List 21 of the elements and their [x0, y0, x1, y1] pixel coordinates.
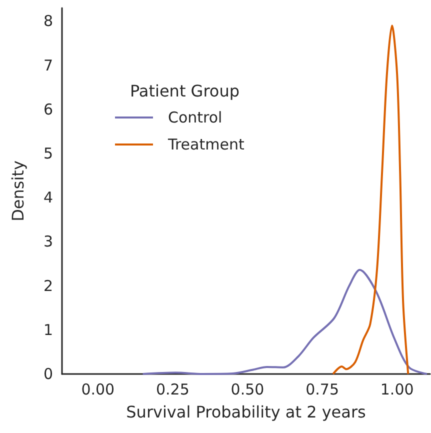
y-tick-label: 3 [43, 232, 53, 251]
y-tick-label: 7 [43, 56, 53, 74]
x-tick-label: 0.50 [230, 380, 264, 398]
x-tick-label: 0.00 [81, 380, 115, 398]
y-axis-title: Density [8, 160, 28, 222]
x-tick-label: 0.75 [306, 380, 339, 398]
y-tick-label: 5 [43, 144, 53, 163]
line-series [332, 24, 410, 375]
y-tick-label: 0 [43, 365, 53, 383]
y-tick-label: 8 [43, 12, 53, 30]
legend-label: Treatment [167, 136, 244, 154]
x-tick-label: 0.25 [156, 380, 190, 398]
legend-title: Patient Group [130, 82, 240, 100]
y-tick-label: 6 [43, 100, 53, 118]
x-tick-label: 1.00 [380, 380, 414, 398]
x-axis-title: Survival Probability at 2 years [126, 402, 366, 422]
y-tick-label: 1 [43, 320, 53, 339]
y-tick-label: 2 [43, 276, 53, 295]
legend-label: Control [168, 108, 222, 126]
line-series [142, 268, 428, 375]
y-tick-label: 4 [43, 188, 53, 207]
